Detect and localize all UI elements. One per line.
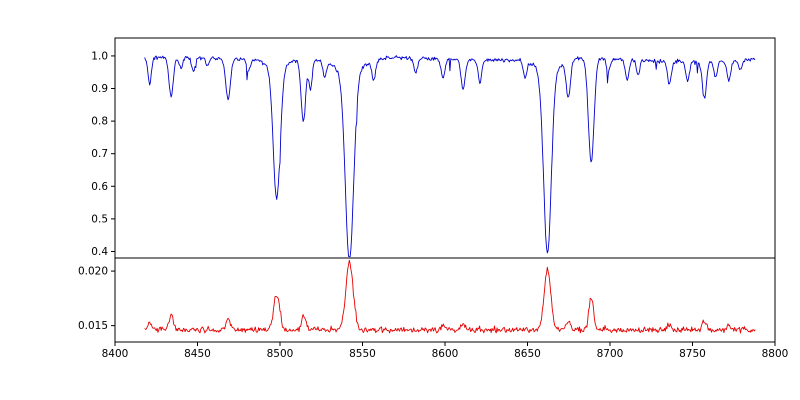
svg-text:8550: 8550	[349, 348, 376, 360]
svg-text:0.4: 0.4	[91, 246, 108, 258]
svg-text:0.8: 0.8	[91, 116, 108, 128]
svg-text:8700: 8700	[597, 348, 624, 360]
svg-text:8600: 8600	[432, 348, 459, 360]
svg-text:1.0: 1.0	[91, 50, 108, 62]
svg-text:8650: 8650	[514, 348, 541, 360]
svg-text:0.020: 0.020	[78, 266, 108, 278]
svg-text:0.6: 0.6	[91, 181, 108, 193]
svg-text:8450: 8450	[184, 348, 211, 360]
svg-text:0.7: 0.7	[91, 148, 108, 160]
svg-text:8400: 8400	[102, 348, 129, 360]
svg-text:8800: 8800	[762, 348, 789, 360]
svg-text:0.9: 0.9	[91, 83, 108, 95]
svg-text:8500: 8500	[267, 348, 294, 360]
svg-text:0.015: 0.015	[78, 320, 108, 332]
svg-text:8750: 8750	[679, 348, 706, 360]
svg-text:0.5: 0.5	[91, 213, 108, 225]
